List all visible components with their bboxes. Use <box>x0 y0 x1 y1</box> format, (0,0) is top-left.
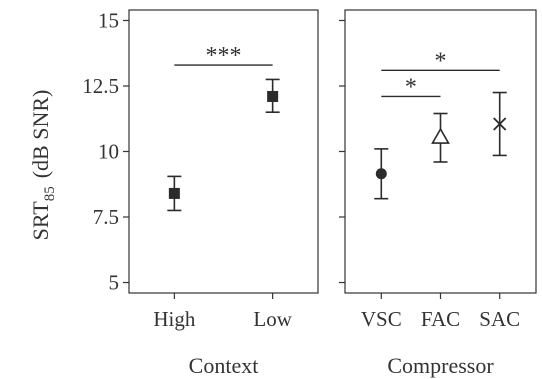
significance-label: * <box>435 48 447 74</box>
compressor-panel: VSC FAC SAC Compressor * * <box>339 9 537 378</box>
y-axis-title-subscript: 85 <box>42 186 58 201</box>
x-tick-label: VSC <box>361 307 402 331</box>
y-axis-title-text: SRT85 (dB SNR) <box>28 90 58 241</box>
data-point-triangle <box>431 127 450 144</box>
y-axis-title-main: SRT <box>28 201 53 241</box>
x-tick-label: FAC <box>421 307 460 331</box>
data-point-square <box>267 90 279 102</box>
x-tick-label: SAC <box>479 307 520 331</box>
significance-label: * <box>405 74 417 100</box>
x-tick-label: High <box>153 307 196 331</box>
significance-label: *** <box>206 43 242 69</box>
data-point-circle <box>375 168 387 180</box>
context-panel: 5 7.5 10 12.5 15 High Low Context *** <box>82 8 319 378</box>
y-tick-label: 15 <box>98 8 119 32</box>
data-point-cross <box>493 117 507 131</box>
x-tick-label: Low <box>253 307 292 331</box>
compressor-axis-title: Compressor <box>387 353 494 378</box>
context-axis-title: Context <box>189 353 259 378</box>
y-tick-label: 10 <box>98 140 119 164</box>
y-axis-title-rest: (dB SNR) <box>28 90 53 179</box>
y-tick-label: 5 <box>109 271 120 295</box>
y-tick-label: 7.5 <box>93 205 119 229</box>
data-point-square <box>168 187 180 199</box>
y-axis-title: SRT85 (dB SNR) <box>28 90 58 241</box>
y-tick-label: 12.5 <box>82 74 119 98</box>
